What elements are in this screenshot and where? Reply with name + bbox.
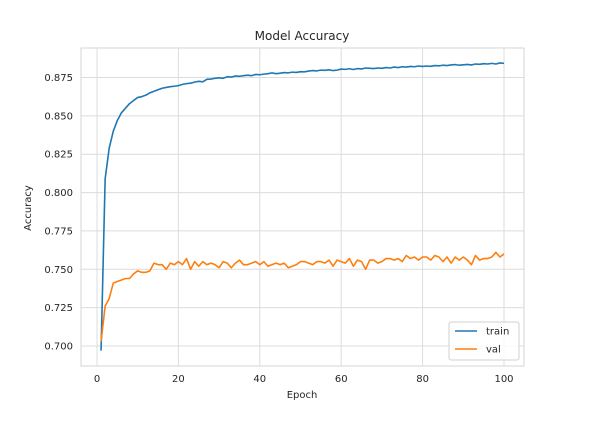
x-tick-label: 20 [172, 374, 185, 385]
series-lines [100, 62, 505, 351]
legend-label-train: train [486, 327, 509, 338]
chart-title: Model Accuracy [255, 29, 350, 43]
y-tick-label: 0.700 [44, 342, 73, 353]
y-tick-label: 0.775 [44, 226, 73, 237]
plot-area [80, 47, 525, 367]
y-tick-label: 0.850 [44, 111, 73, 122]
legend-label-val: val [486, 345, 501, 356]
line-val [100, 251, 505, 342]
grid [81, 48, 524, 366]
y-axis-label: Accuracy [23, 185, 34, 231]
line-train [100, 62, 505, 351]
x-tick-label: 100 [494, 374, 513, 385]
x-tick-labels: 0 20 40 60 80 100 [94, 374, 514, 385]
x-tick-label: 80 [416, 374, 429, 385]
x-axis-label: Epoch [287, 390, 318, 401]
x-tick-label: 0 [94, 374, 100, 385]
y-tick-label: 0.750 [44, 265, 73, 276]
legend: train val [448, 321, 520, 361]
y-tick-labels: 0.700 0.725 0.750 0.775 0.800 0.825 0.850 0.875 [44, 73, 73, 353]
x-tick-label: 40 [253, 374, 266, 385]
y-tick-label: 0.725 [44, 303, 73, 314]
y-tick-label: 0.875 [44, 73, 73, 84]
y-tick-label: 0.800 [44, 188, 73, 199]
x-tick-label: 60 [335, 374, 348, 385]
y-tick-label: 0.825 [44, 150, 73, 161]
